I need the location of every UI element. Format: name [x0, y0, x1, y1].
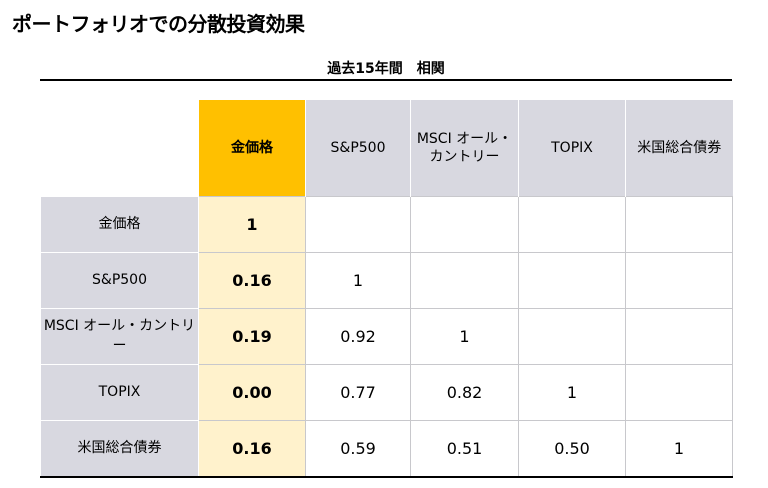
empty-cell	[625, 196, 733, 253]
corner-cell	[40, 100, 199, 197]
table-row: 米国総合債券 0.16 0.59 0.51 0.50 1	[40, 420, 733, 478]
column-header: MSCI オール・カントリー	[410, 100, 519, 197]
empty-cell	[305, 196, 411, 253]
subtitle: 過去15年間 相関	[327, 61, 445, 77]
empty-cell	[625, 364, 733, 421]
row-header: S&P500	[40, 252, 199, 309]
cell: 0.82	[410, 364, 519, 421]
table-row: 金価格 1	[40, 196, 733, 253]
cell: 0.19	[198, 308, 306, 365]
empty-cell	[518, 252, 626, 309]
row-header: 金価格	[40, 196, 199, 253]
row-header: 米国総合債券	[40, 420, 199, 478]
correlation-table: 金価格 S&P500 MSCI オール・カントリー TOPIX 米国総合債券 金価格 1 S&…	[40, 100, 733, 478]
empty-cell	[518, 196, 626, 253]
cell: 1	[198, 196, 306, 253]
column-header: 金価格	[198, 100, 306, 197]
column-header: S&P500	[305, 100, 411, 197]
cell: 0.50	[518, 420, 626, 478]
empty-cell	[625, 252, 733, 309]
empty-cell	[410, 252, 519, 309]
cell: 0.59	[305, 420, 411, 478]
cell: 0.16	[198, 420, 306, 478]
row-header: MSCI オール・カントリー	[40, 308, 199, 365]
empty-cell	[518, 308, 626, 365]
empty-cell	[625, 308, 733, 365]
cell: 0.16	[198, 252, 306, 309]
table-row: MSCI オール・カントリー 0.19 0.92 1	[40, 308, 733, 365]
title: ポートフォリオでの分散投資効果	[12, 12, 305, 36]
cell: 1	[625, 420, 733, 478]
cell: 0.92	[305, 308, 411, 365]
table-row: TOPIX 0.00 0.77 0.82 1	[40, 364, 733, 421]
row-header: TOPIX	[40, 364, 199, 421]
table-row: S&P500 0.16 1	[40, 252, 733, 309]
cell: 1	[305, 252, 411, 309]
column-header: 米国総合債券	[625, 100, 733, 197]
cell: 0.77	[305, 364, 411, 421]
cell: 0.51	[410, 420, 519, 478]
cell: 1	[518, 364, 626, 421]
header-row: 金価格 S&P500 MSCI オール・カントリー TOPIX 米国総合債券	[40, 100, 733, 197]
cell: 1	[410, 308, 519, 365]
rule	[40, 79, 732, 81]
cell: 0.00	[198, 364, 306, 421]
column-header: TOPIX	[518, 100, 626, 197]
empty-cell	[410, 196, 519, 253]
